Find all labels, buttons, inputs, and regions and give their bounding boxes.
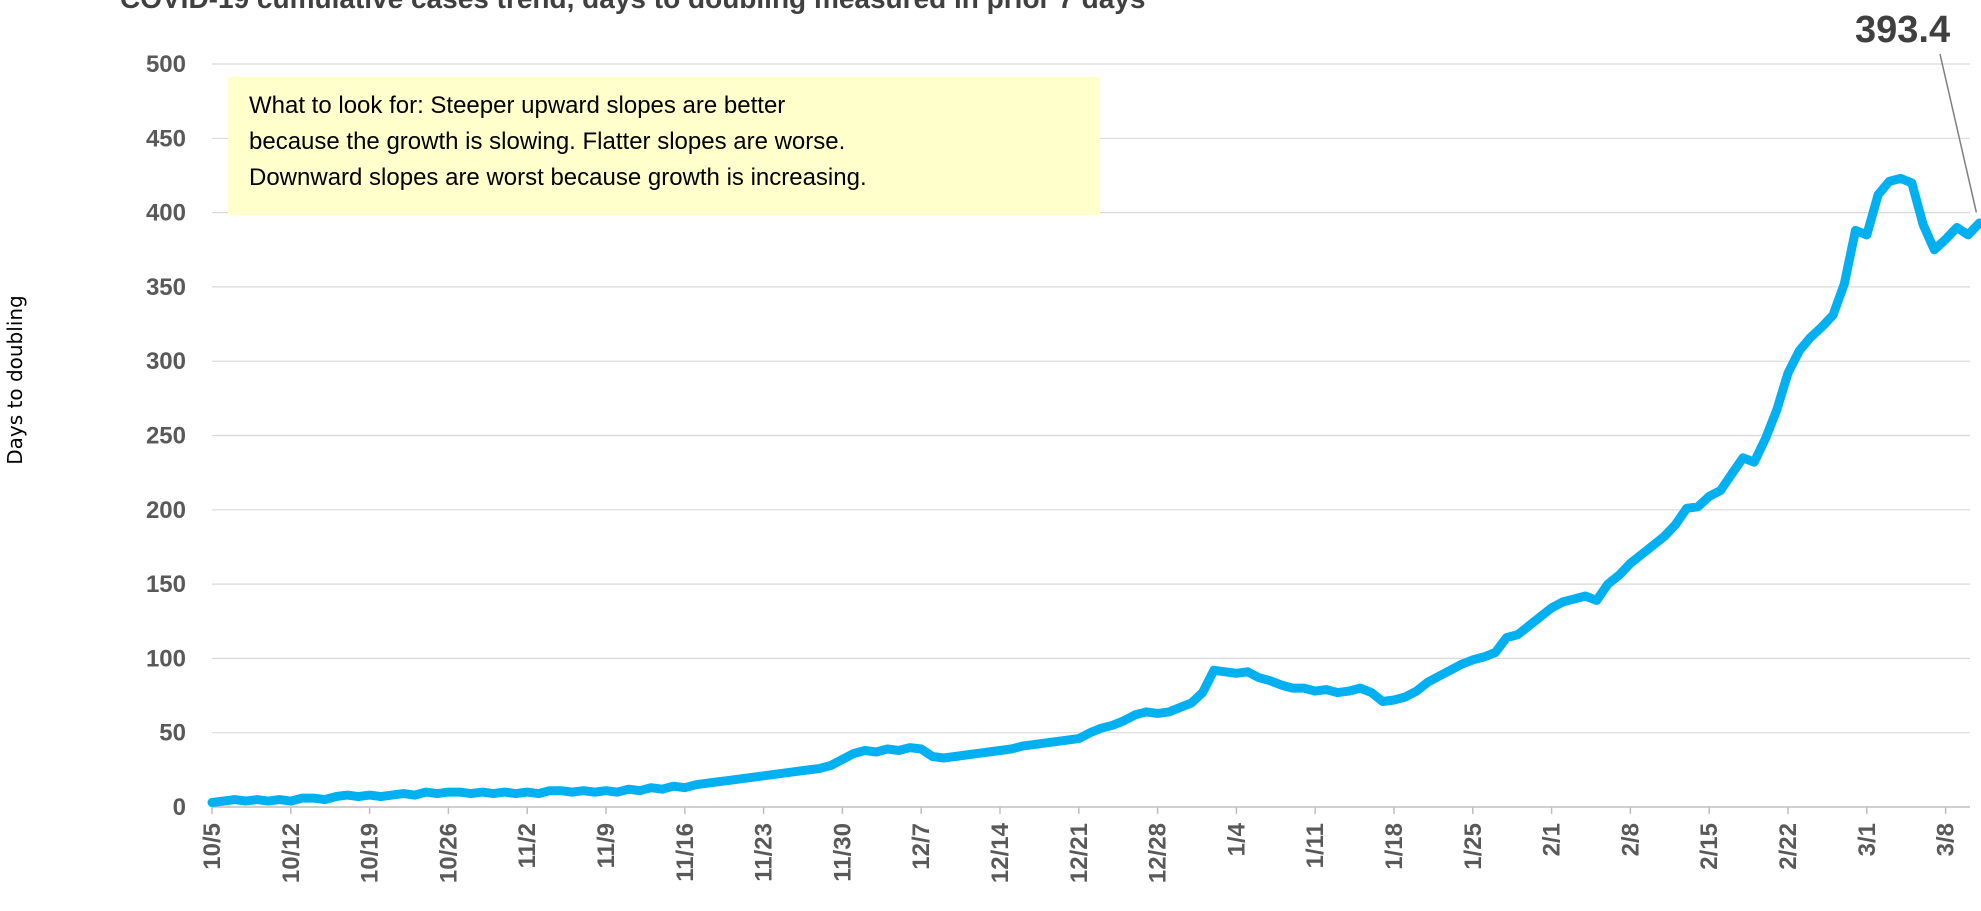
annotation-line-3: Downward slopes are worst because growth… [249, 164, 867, 191]
x-tick-label: 1/11 [1302, 823, 1329, 868]
annotation-line-2: because the growth is slowing. Flatter s… [249, 128, 845, 155]
y-tick-label: 200 [146, 497, 186, 524]
series-layer [207, 173, 1981, 807]
x-tick-label: 10/12 [278, 823, 305, 883]
y-axis-label: Days to doubling [3, 295, 27, 465]
series-line [207, 173, 1981, 807]
x-tick-label: 11/16 [672, 823, 699, 882]
y-tick-label: 50 [159, 720, 186, 747]
x-tick-label: 12/14 [987, 822, 1014, 883]
x-tick-label: 3/8 [1933, 823, 1960, 856]
x-tick-label: 2/1 [1539, 823, 1566, 856]
y-tick-label: 400 [146, 200, 186, 227]
x-tick-label: 12/7 [908, 823, 935, 870]
y-tick-labels: 0 50 100 150 200 250 300 350 400 450 500 [146, 51, 186, 821]
y-tick-label: 500 [146, 51, 186, 78]
y-tick-label: 350 [146, 274, 186, 301]
y-tick-label: 250 [146, 423, 186, 450]
annotation-line-1: What to look for: Steeper upward slopes … [249, 92, 785, 119]
y-tick-label: 150 [146, 571, 186, 598]
x-tick-labels: 10/5 10/12 10/19 10/26 11/2 11/9 11/16 11/23 11/… [199, 807, 1960, 883]
x-tick-label: 3/1 [1854, 823, 1881, 856]
x-tick-label: 2/22 [1775, 823, 1802, 870]
last-value-label: 393.4 [1855, 9, 1950, 51]
x-tick-label: 1/25 [1460, 823, 1487, 870]
annotation-box [228, 77, 1100, 215]
x-tick-label: 1/4 [1223, 822, 1250, 856]
x-tick-label: 12/21 [1066, 823, 1093, 883]
x-tick-label: 11/9 [593, 823, 620, 868]
y-tick-label: 100 [146, 645, 186, 672]
x-tick-label: 11/30 [829, 823, 856, 882]
x-tick-label: 1/18 [1381, 823, 1408, 870]
x-tick-label: 11/23 [751, 823, 778, 882]
chart-title: COVID-19 cumulative cases trend, days to… [120, 0, 1145, 14]
x-tick-label: 11/2 [514, 823, 541, 868]
x-tick-label: 10/5 [199, 823, 226, 870]
x-tick-label: 10/19 [357, 823, 384, 883]
y-tick-label: 300 [146, 348, 186, 375]
x-tick-label: 12/28 [1145, 823, 1172, 883]
annotation-callout: What to look for: Steeper upward slopes … [228, 77, 1100, 215]
x-tick-label: 10/26 [435, 823, 462, 883]
y-tick-label: 450 [146, 125, 186, 152]
x-tick-label: 2/15 [1696, 823, 1723, 870]
x-tick-label: 2/8 [1617, 823, 1644, 856]
last-value-leader-line [1939, 53, 1978, 213]
y-tick-label: 0 [173, 794, 186, 821]
